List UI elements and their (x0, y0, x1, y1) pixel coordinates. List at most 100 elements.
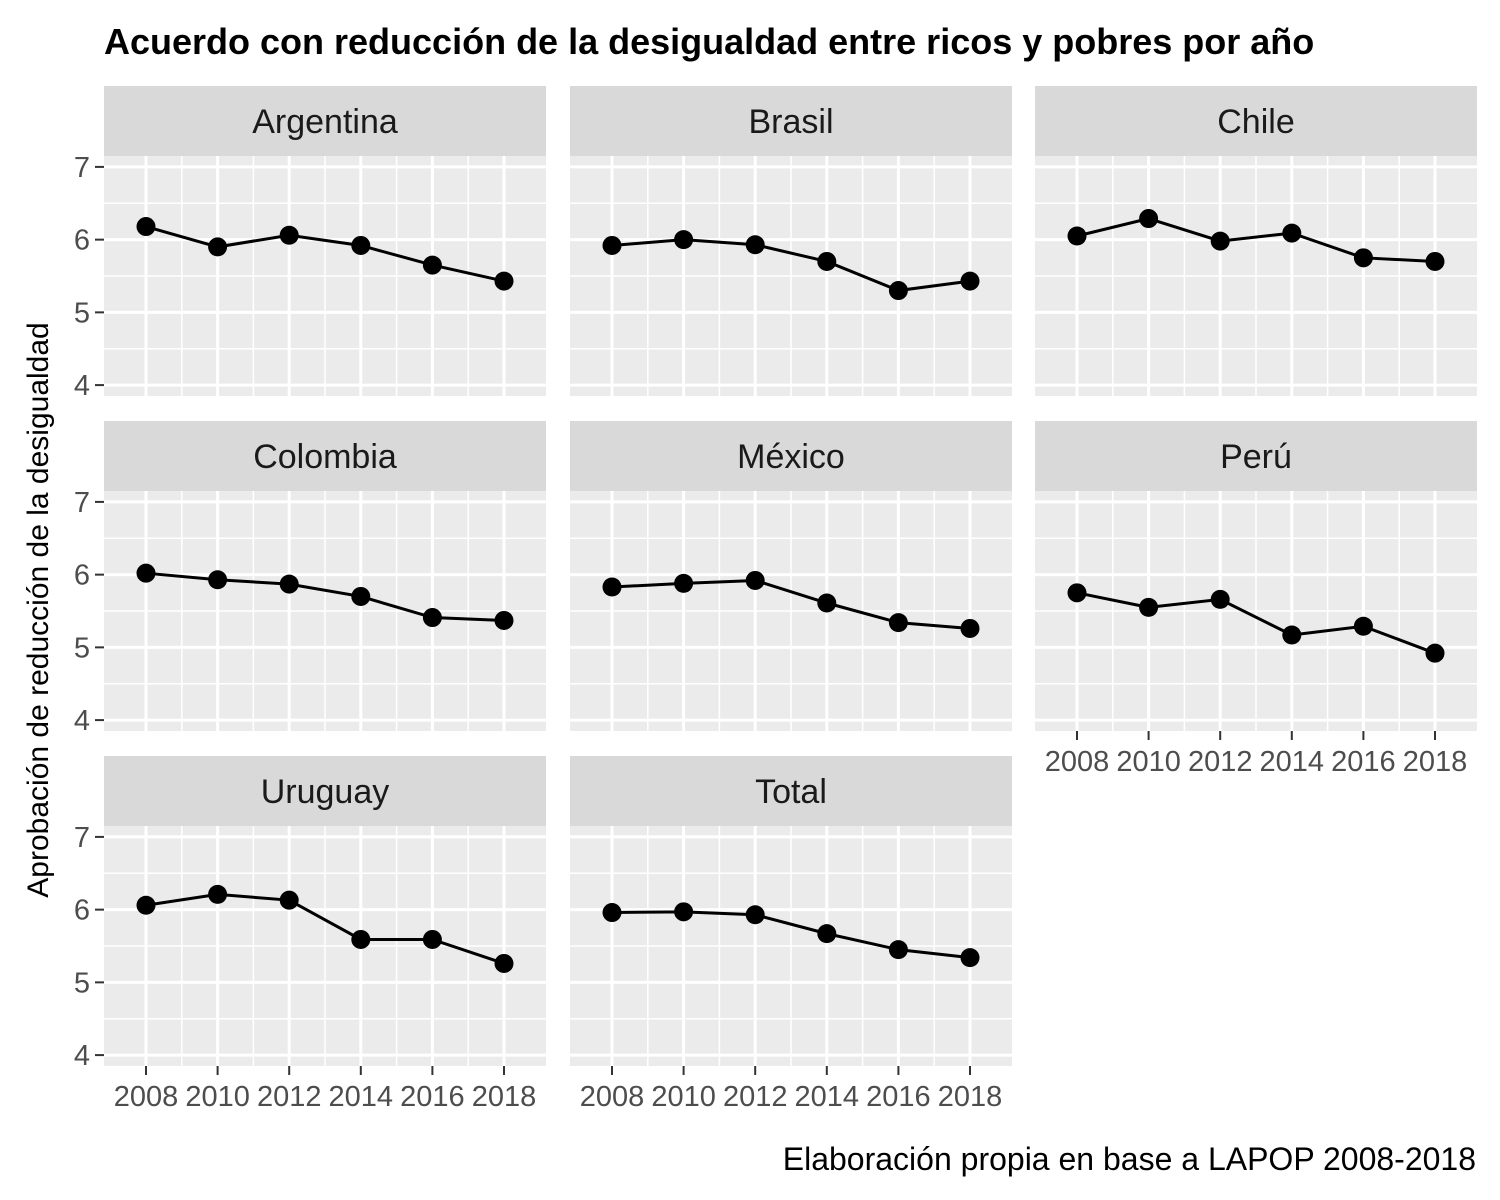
y-tick-label: 5 (74, 632, 90, 664)
data-point (745, 570, 765, 590)
data-point (1139, 597, 1159, 617)
x-tick-label: 2010 (651, 1081, 716, 1113)
data-point (674, 230, 694, 250)
data-point (136, 895, 156, 915)
facet-label: Total (755, 773, 827, 811)
x-tick-label: 2012 (257, 1081, 322, 1113)
y-tick-label: 5 (74, 297, 90, 329)
data-point (136, 217, 156, 237)
data-point (888, 281, 908, 301)
chart-caption: Elaboración propia en base a LAPOP 2008-… (783, 1141, 1476, 1177)
data-point (602, 903, 622, 923)
y-tick-label: 4 (74, 1040, 90, 1072)
series-line (611, 238, 971, 293)
data-point (888, 940, 908, 960)
data-point (602, 577, 622, 597)
data-point (1210, 231, 1230, 251)
chart-title: Acuerdo con reducción de la desigualdad … (104, 21, 1314, 62)
data-point (1425, 643, 1445, 663)
x-tick-label: 2012 (1188, 746, 1253, 778)
x-tick-label: 2012 (723, 1081, 788, 1113)
x-tick-label: 2016 (400, 1081, 465, 1113)
facet-strip (104, 756, 546, 826)
data-point (422, 929, 442, 949)
y-tick-label: 7 (74, 487, 90, 519)
data-point (960, 618, 980, 638)
series-line (611, 910, 971, 960)
x-tick-label: 2016 (1331, 746, 1396, 778)
x-tick-label: 2010 (1116, 746, 1181, 778)
facet-strip (570, 421, 1012, 491)
data-point (494, 271, 514, 291)
data-point (494, 610, 514, 630)
x-tick-label: 2014 (1260, 746, 1325, 778)
data-point (602, 235, 622, 255)
data-point (422, 608, 442, 628)
data-point (817, 924, 837, 944)
facet-strip (570, 756, 1012, 826)
facet-label: Colombia (253, 438, 397, 476)
facet-strip (1035, 86, 1477, 156)
facet-strip (104, 421, 546, 491)
data-point (1353, 616, 1373, 636)
data-point (1067, 583, 1087, 603)
y-axis-title: Aprobación de reducción de la desigualda… (22, 322, 55, 897)
facet-chile: Chile (1035, 86, 1477, 396)
data-point (1425, 251, 1445, 271)
series-line (1076, 216, 1436, 263)
series-line (1076, 591, 1436, 655)
facet-label: Perú (1220, 438, 1292, 476)
y-tick-label: 4 (74, 370, 90, 402)
y-tick-label: 7 (74, 822, 90, 854)
x-tick-label: 2016 (866, 1081, 931, 1113)
series-line (145, 225, 505, 283)
series-line (145, 571, 505, 622)
facet-brasil: Brasil (570, 86, 1012, 396)
y-tick-label: 6 (74, 895, 90, 927)
data-point (422, 255, 442, 275)
facet-méxico: México (570, 421, 1012, 731)
facet-strip (570, 86, 1012, 156)
data-point (1210, 589, 1230, 609)
data-point (136, 563, 156, 583)
x-tick-label: 2018 (472, 1081, 537, 1113)
data-point (279, 574, 299, 594)
facet-argentina: Argentina 4 5 6 7 (74, 86, 546, 402)
facet-uruguay: Uruguay 4 5 6 7 2008 2010 2012 2014 2016 2018 (74, 756, 546, 1113)
x-tick-label: 2018 (938, 1081, 1003, 1113)
data-point (208, 237, 228, 257)
facet-total: Total 2008 2010 2012 2014 2016 2018 (570, 756, 1012, 1113)
data-point (208, 884, 228, 904)
y-tick-label: 5 (74, 967, 90, 999)
data-point (1067, 226, 1087, 246)
x-tick-label: 2018 (1403, 746, 1468, 778)
y-tick-label: 6 (74, 225, 90, 257)
facet-label: Argentina (252, 103, 398, 141)
data-point (1282, 223, 1302, 243)
x-tick-label: 2008 (580, 1081, 645, 1113)
y-tick-label: 7 (74, 152, 90, 184)
data-point (960, 948, 980, 968)
x-tick-label: 2014 (795, 1081, 860, 1113)
x-tick-label: 2008 (114, 1081, 179, 1113)
data-point (351, 929, 371, 949)
facet-label: México (737, 438, 845, 476)
facet-strip (1035, 421, 1477, 491)
facet-perú: Perú 2008 2010 2012 2014 2016 2018 (1035, 421, 1477, 778)
data-point (279, 890, 299, 910)
facet-colombia: Colombia 4 5 6 7 (74, 421, 546, 737)
data-point (279, 225, 299, 245)
y-tick-label: 4 (74, 705, 90, 737)
data-point (1282, 625, 1302, 645)
data-point (1139, 209, 1159, 229)
y-tick-label: 6 (74, 560, 90, 592)
facet-strip (104, 86, 546, 156)
data-point (888, 613, 908, 633)
data-point (208, 570, 228, 590)
data-point (745, 905, 765, 925)
x-tick-label: 2008 (1045, 746, 1110, 778)
data-point (817, 593, 837, 613)
facet-label: Chile (1217, 103, 1294, 141)
data-point (817, 251, 837, 271)
